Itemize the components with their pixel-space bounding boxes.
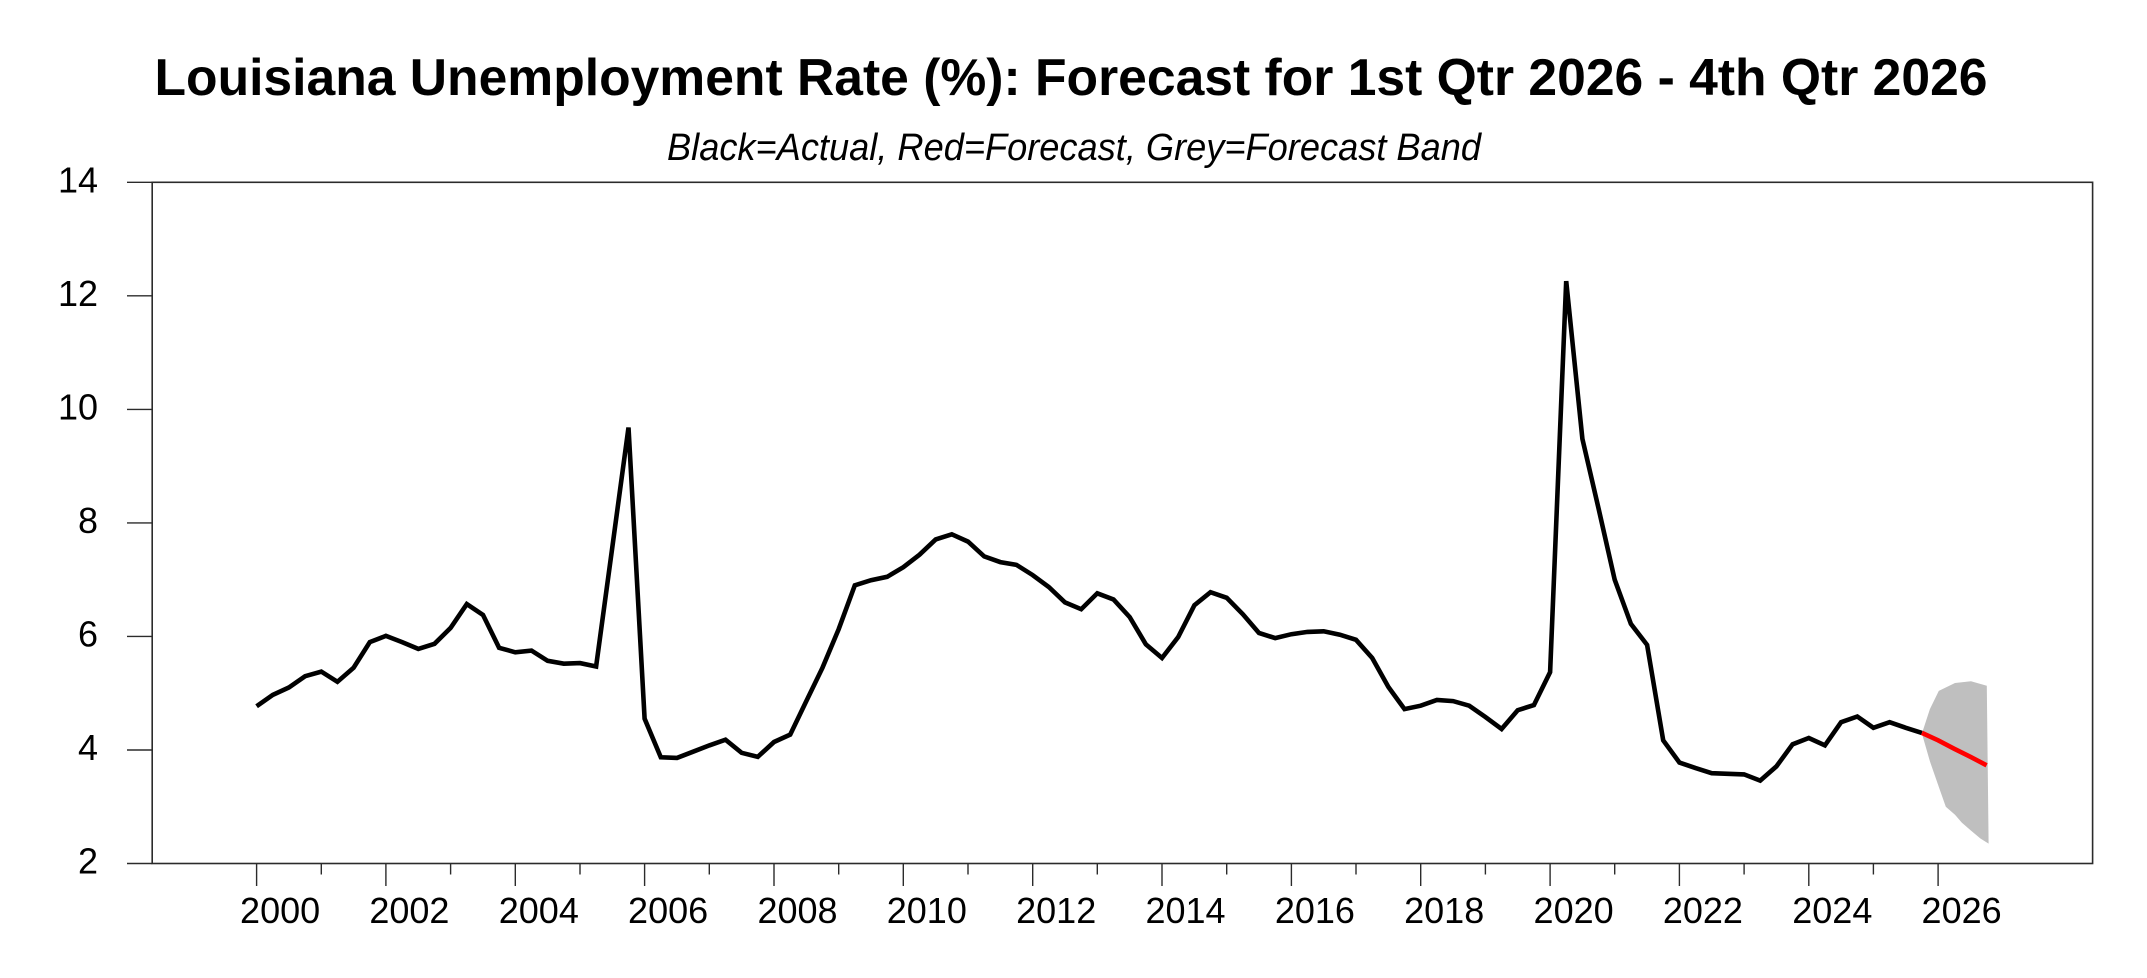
svg-text:2020: 2020	[1534, 890, 1614, 931]
svg-text:2012: 2012	[1016, 890, 1096, 931]
svg-text:2000: 2000	[240, 890, 320, 931]
svg-text:2014: 2014	[1145, 890, 1225, 931]
svg-text:2004: 2004	[499, 890, 579, 931]
svg-text:12: 12	[58, 273, 98, 314]
svg-text:2024: 2024	[1792, 890, 1872, 931]
svg-text:2022: 2022	[1663, 890, 1743, 931]
svg-text:2006: 2006	[628, 890, 708, 931]
svg-text:2: 2	[78, 841, 98, 882]
svg-text:10: 10	[58, 386, 98, 427]
svg-text:14: 14	[58, 159, 98, 200]
svg-text:2010: 2010	[887, 890, 967, 931]
svg-text:Black=Actual, Red=Forecast, Gr: Black=Actual, Red=Forecast, Grey=Forecas…	[667, 127, 1483, 169]
svg-text:4: 4	[78, 727, 98, 768]
svg-text:2008: 2008	[757, 890, 837, 931]
svg-text:2002: 2002	[369, 890, 449, 931]
svg-text:Louisiana Unemployment Rate (%: Louisiana Unemployment Rate (%): Forecas…	[155, 49, 1988, 107]
svg-text:6: 6	[78, 613, 98, 654]
svg-text:2018: 2018	[1404, 890, 1484, 931]
svg-text:2026: 2026	[1922, 890, 2002, 931]
svg-text:8: 8	[78, 500, 98, 541]
svg-text:2016: 2016	[1275, 890, 1355, 931]
